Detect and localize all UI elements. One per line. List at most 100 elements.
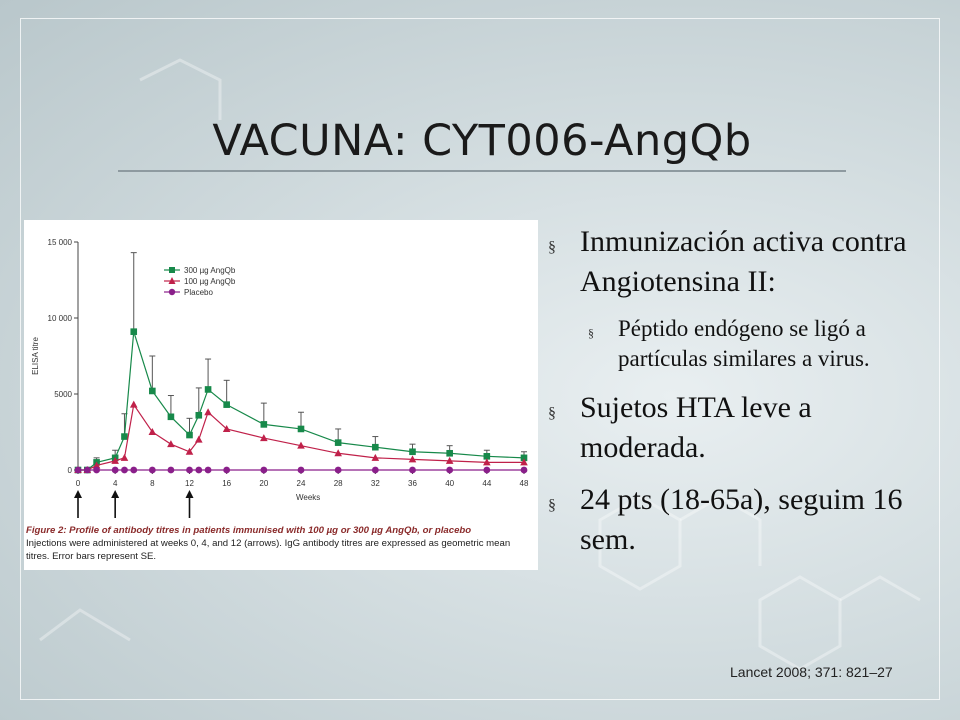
data-point <box>260 421 268 428</box>
data-point <box>446 466 454 474</box>
data-point <box>195 411 203 419</box>
data-point <box>408 455 417 463</box>
data-point <box>297 425 305 433</box>
data-point <box>129 400 138 408</box>
x-tick-label: 0 <box>76 479 81 488</box>
data-point <box>186 466 193 474</box>
data-point <box>334 466 342 474</box>
y-tick-label: 5000 <box>54 390 72 399</box>
data-point <box>371 453 380 461</box>
data-point <box>223 466 231 474</box>
y-axis-label: ELISA titre <box>31 337 40 375</box>
data-point <box>372 443 379 451</box>
data-point <box>167 413 175 421</box>
bullet-item: § Inmunización activa contra Angiotensin… <box>548 222 928 302</box>
slide-frame <box>20 18 940 700</box>
data-point <box>260 434 268 442</box>
data-point <box>120 453 129 461</box>
legend-label: Placebo <box>184 288 213 297</box>
series-square <box>74 252 528 474</box>
y-tick-label: 15 000 <box>48 238 73 247</box>
data-point <box>167 440 175 448</box>
data-point <box>130 466 138 474</box>
data-point <box>121 466 128 474</box>
x-tick-label: 20 <box>259 479 268 488</box>
series-circle <box>74 466 528 474</box>
legend-label: 300 µg AngQb <box>184 266 236 275</box>
sub-bullet-square-icon: § <box>588 326 594 340</box>
y-tick-label: 10 000 <box>48 314 73 323</box>
bullet-text: Inmunización activa contra Angiotensina … <box>580 225 907 298</box>
x-tick-label: 16 <box>222 479 231 488</box>
sub-bullet-text: Péptido endógeno se ligó a partículas si… <box>618 316 870 371</box>
data-point <box>167 466 175 474</box>
x-tick-label: 12 <box>185 479 194 488</box>
bullet-list: § Inmunización activa contra Angiotensin… <box>548 222 928 572</box>
x-tick-label: 32 <box>371 479 380 488</box>
data-point <box>111 466 119 474</box>
data-point <box>334 439 342 446</box>
data-point <box>520 454 528 462</box>
data-point <box>409 448 416 456</box>
bullet-square-icon: § <box>548 405 556 422</box>
injection-arrowhead <box>111 490 120 498</box>
data-point <box>149 387 156 395</box>
data-point <box>520 458 528 466</box>
data-point <box>204 408 212 416</box>
data-point <box>223 401 230 408</box>
figure-panel: 0 5000 10 000 15 000 0 4 8 12 16 20 24 28 32 36 40 44 48… <box>24 220 538 570</box>
data-point <box>92 461 101 469</box>
x-tick-label: 24 <box>297 479 306 488</box>
citation: Lancet 2008; 371: 821–27 <box>730 664 893 680</box>
data-point <box>483 453 491 460</box>
x-tick-label: 36 <box>408 479 417 488</box>
legend-marker <box>169 267 175 273</box>
x-axis-label: Weeks <box>296 493 320 502</box>
sub-bullet-item: § Péptido endógeno se ligó a partículas … <box>588 314 928 374</box>
data-point <box>222 424 231 432</box>
data-point <box>185 447 194 455</box>
data-point <box>195 466 203 474</box>
data-point <box>483 458 491 466</box>
series-line <box>78 331 525 471</box>
data-point <box>186 431 193 439</box>
series-triangle <box>74 400 528 473</box>
x-tick-label: 4 <box>113 479 118 488</box>
data-point <box>130 328 138 335</box>
data-point <box>334 449 342 457</box>
y-tick-label: 0 <box>68 466 73 475</box>
data-point <box>74 466 82 474</box>
bullet-square-icon: § <box>548 497 556 514</box>
data-point <box>371 466 379 474</box>
data-point <box>445 456 454 464</box>
data-point <box>111 456 119 464</box>
bullet-square-icon: § <box>548 239 556 256</box>
data-point <box>148 466 156 474</box>
x-tick-label: 48 <box>520 479 529 488</box>
bullet-text: Sujetos HTA leve a moderada. <box>580 391 812 464</box>
data-point <box>446 449 453 457</box>
bullet-item: § 24 pts (18-65a), seguim 16 sem. <box>548 480 928 560</box>
injection-arrowhead <box>74 490 82 498</box>
bullet-item: § Sujetos HTA leve a moderada. <box>548 388 928 468</box>
caption-heading: Figure 2: Profile of antibody titres in … <box>26 525 472 536</box>
legend-label: 100 µg AngQb <box>184 277 236 286</box>
data-point <box>204 386 212 393</box>
title-underline <box>118 170 846 172</box>
injection-arrowhead <box>185 490 194 498</box>
data-point <box>83 466 91 474</box>
slide-title: VACUNA: CYT006-AngQb <box>212 116 752 166</box>
data-point <box>194 435 203 443</box>
data-point <box>204 466 212 474</box>
legend-marker <box>168 277 176 284</box>
caption-body: Injections were administered at weeks 0,… <box>26 538 511 562</box>
figure-caption: Figure 2: Profile of antibody titres in … <box>26 524 536 563</box>
legend-marker <box>168 288 176 296</box>
data-point <box>148 428 157 435</box>
data-point <box>121 433 128 440</box>
x-tick-label: 28 <box>334 479 343 488</box>
data-point <box>520 466 528 474</box>
data-point <box>483 466 491 474</box>
